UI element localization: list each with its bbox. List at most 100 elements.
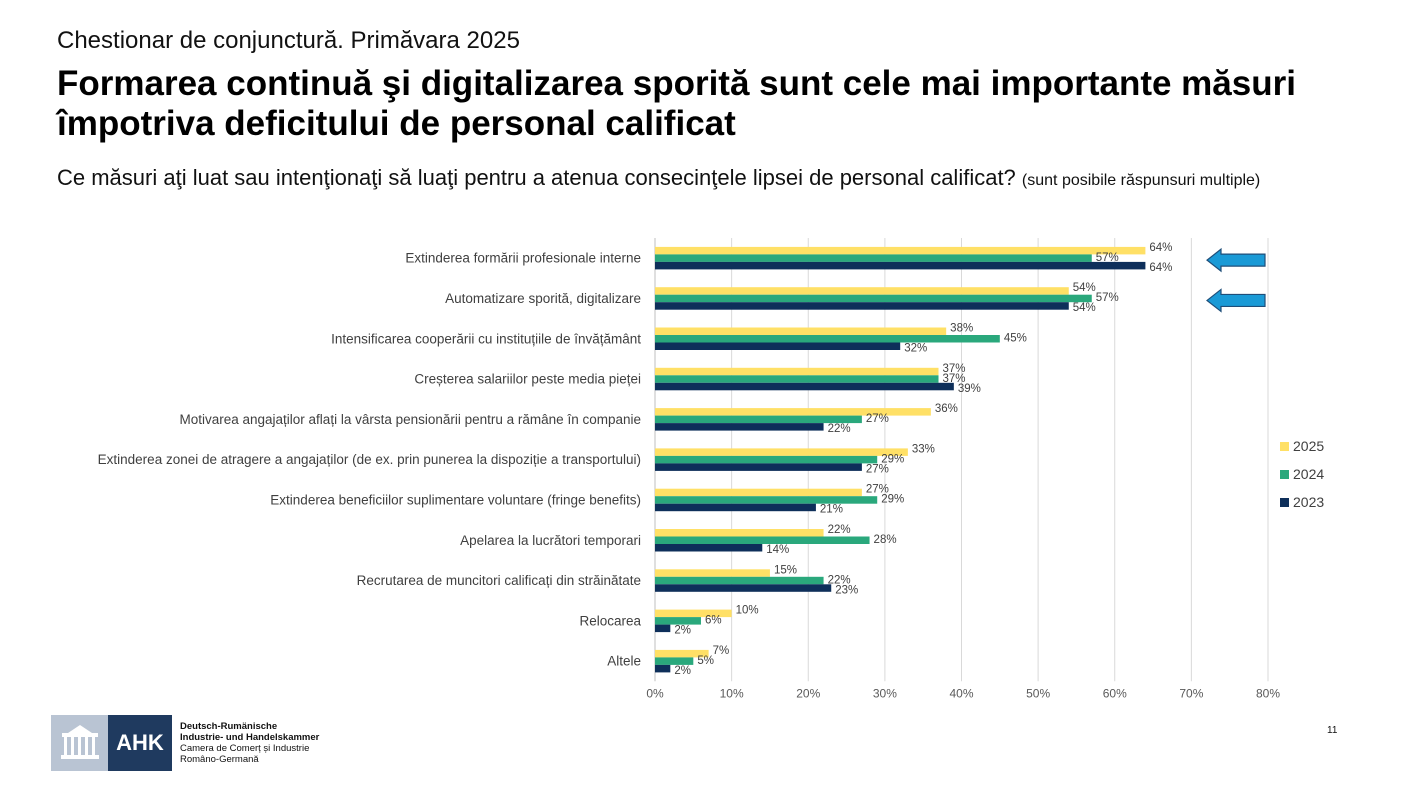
bar-2025 [655, 327, 947, 335]
data-label: 23% [835, 584, 858, 596]
bar-chart: 0% 10% 20% 30% 40% 50% 60% 70% 80% Extinderea for… [98, 238, 1324, 700]
category-label: Apelarea la lucrători temporari [460, 533, 641, 548]
org-line: Româno-Germană [180, 754, 259, 765]
category-label: Intensificarea cooperării cu instituțiil… [331, 331, 641, 346]
bar-2023 [655, 503, 816, 512]
category-label: Relocarea [579, 613, 641, 628]
data-label: 15% [774, 564, 797, 576]
data-label: 27% [866, 484, 889, 496]
bar-2024 [655, 496, 878, 504]
bar-2025 [655, 287, 1069, 295]
data-label: 57% [1096, 292, 1119, 304]
x-tick-label: 50% [1026, 686, 1050, 700]
question-note: (sunt posibile răspunsuri multiple) [1021, 172, 1261, 189]
data-label: 33% [912, 443, 935, 455]
category-label: Extinderea beneficiilor suplimentare vol… [270, 492, 641, 507]
data-label: 28% [874, 534, 897, 546]
bar-2024 [655, 536, 870, 544]
data-label: 21% [820, 504, 843, 516]
data-label: 29% [881, 494, 904, 506]
question-text: Ce măsuri aţi luat sau intenţionaţi să l… [57, 165, 1016, 190]
x-tick-label: 60% [1103, 686, 1127, 700]
category-label: Recrutarea de muncitori calificați din s… [357, 573, 641, 588]
category-label: Creșterea salariilor peste media pieței [414, 372, 641, 387]
x-tick-label: 70% [1179, 686, 1203, 700]
bar-2025 [655, 246, 1146, 255]
bar-2025 [655, 569, 770, 577]
data-label: 5% [697, 655, 714, 667]
data-label: 36% [935, 403, 958, 415]
bar-2024 [655, 576, 824, 585]
x-tick-label: 10% [720, 686, 744, 700]
data-label: 37% [943, 373, 966, 385]
data-label: 37% [943, 363, 966, 375]
data-label: 27% [866, 413, 889, 425]
survey-question: Ce măsuri aţi luat sau intenţionaţi să l… [57, 165, 1260, 191]
data-label: 39% [958, 383, 981, 395]
x-tick-label: 20% [796, 686, 820, 700]
bar-2023 [655, 624, 671, 633]
data-label: 7% [713, 645, 730, 657]
bar-2024 [655, 335, 1000, 343]
bar-2025 [655, 609, 732, 618]
legend-swatch [1280, 470, 1289, 479]
bar-2025 [655, 529, 824, 537]
x-tick-label: 40% [949, 686, 973, 700]
bar-2024 [655, 294, 1092, 303]
x-tick-label: 0% [646, 686, 664, 700]
bar-2025 [655, 488, 862, 497]
bar-2023 [655, 664, 671, 673]
data-label: 22% [828, 423, 851, 435]
bar-2025 [655, 408, 931, 416]
data-label: 54% [1073, 302, 1096, 314]
bar-2023 [655, 382, 954, 391]
organization-name: Deutsch-Rumänische Industrie- und Handel… [180, 721, 319, 765]
x-tick-label: 80% [1256, 686, 1280, 700]
bar-2023 [655, 302, 1069, 310]
bar-2023 [655, 463, 862, 471]
org-line: Industrie- und Handelskammer [180, 732, 320, 743]
category-label: Altele [607, 654, 641, 669]
ahk-logo: AHK [51, 715, 172, 771]
building-icon [51, 715, 108, 771]
bar-2025 [655, 448, 908, 456]
org-line: Deutsch-Rumänische [180, 721, 278, 732]
highlight-arrow-icon [1206, 288, 1266, 313]
bar-2023 [655, 261, 1146, 270]
legend-swatch [1280, 498, 1289, 507]
page-title: Formarea continuă şi digitalizarea spori… [57, 64, 1296, 143]
bar-2024 [655, 657, 694, 665]
x-tick-label: 30% [873, 686, 897, 700]
data-label: 6% [705, 615, 722, 627]
data-label: 64% [1149, 262, 1172, 274]
data-label: 64% [1149, 242, 1172, 254]
category-label: Automatizare sporită, digitalizare [445, 291, 641, 306]
data-label: 2% [674, 625, 691, 637]
bar-2023 [655, 423, 824, 431]
data-label: 32% [904, 343, 927, 355]
bar-2025 [655, 367, 939, 376]
bar-2024 [655, 415, 862, 424]
bar-2024 [655, 455, 878, 464]
highlight-arrow-icon [1206, 247, 1266, 273]
data-label: 57% [1096, 252, 1119, 264]
bar-2024 [655, 375, 939, 383]
page-number: 11 [1327, 725, 1338, 736]
org-line: Camera de Comerț și Industrie [180, 743, 310, 754]
legend-label: 2025 [1293, 438, 1324, 454]
bar-2023 [655, 342, 901, 350]
category-label: Extinderea formării profesionale interne [405, 251, 641, 266]
data-label: 2% [674, 665, 691, 677]
bar-2024 [655, 617, 701, 625]
data-label: 45% [1004, 333, 1027, 345]
data-label: 14% [766, 544, 789, 556]
data-label: 22% [828, 574, 851, 586]
data-label: 29% [881, 453, 904, 465]
bar-2023 [655, 584, 832, 592]
data-label: 54% [1073, 282, 1096, 294]
bar-2025 [655, 649, 709, 658]
data-label: 38% [950, 323, 973, 335]
data-label: 10% [736, 605, 759, 617]
category-label: Motivarea angajaților aflați la vârsta p… [179, 412, 641, 427]
legend-label: 2024 [1293, 466, 1324, 482]
